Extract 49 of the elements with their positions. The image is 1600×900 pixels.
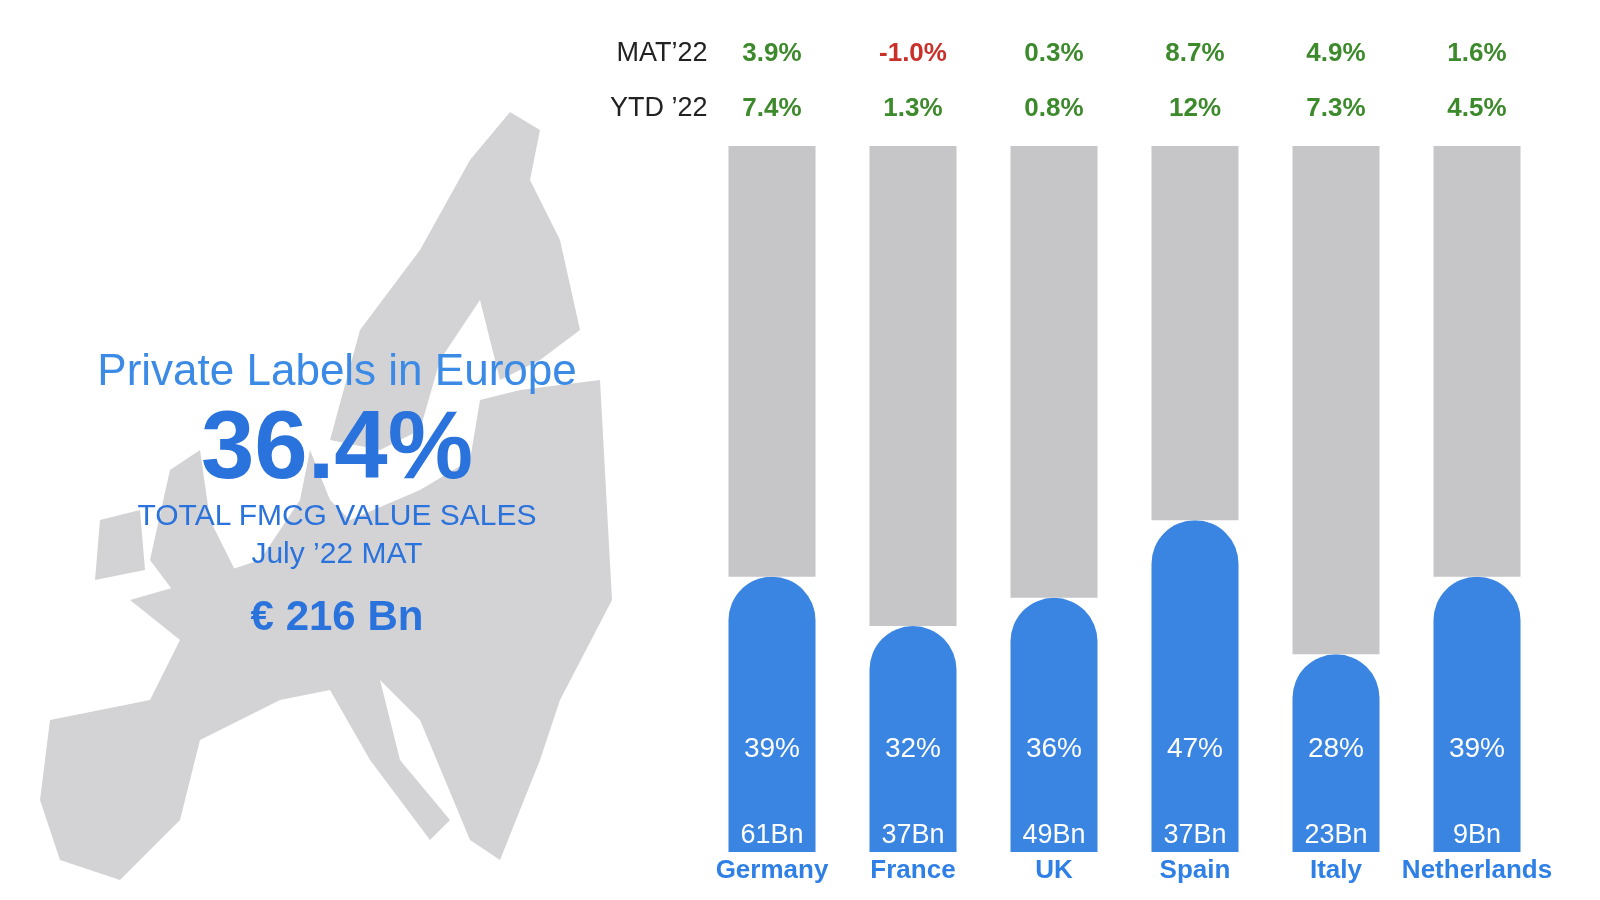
x-tick-label: Italy	[1309, 854, 1363, 885]
data-label: 47%	[1166, 731, 1224, 763]
bar	[728, 576, 816, 852]
bar	[1151, 520, 1239, 852]
annotation: 37Bn	[1163, 819, 1227, 849]
annotation: 9Bn	[1452, 819, 1502, 849]
x-tick-label: UK	[1035, 854, 1073, 885]
data-label: 28%	[1307, 731, 1365, 763]
text: 1.6%	[1447, 37, 1507, 67]
bar	[1292, 654, 1380, 852]
text: 8.7%	[1165, 37, 1225, 67]
text: 12%	[1168, 92, 1222, 122]
bar	[1010, 146, 1098, 598]
annotation: 61Bn	[740, 819, 804, 849]
text: 1.3%	[883, 92, 943, 122]
text: 3.9%	[742, 37, 802, 67]
text: 4.9%	[1306, 37, 1366, 67]
text: MAT’22	[616, 37, 708, 67]
bar	[869, 146, 957, 627]
bar	[869, 626, 957, 852]
x-tick-label: Netherlands	[1401, 854, 1553, 885]
bar	[728, 146, 816, 577]
bar	[1433, 576, 1521, 852]
bar	[1433, 146, 1521, 577]
text: 7.3%	[1306, 92, 1366, 122]
text: 7.4%	[742, 92, 802, 122]
bar	[1292, 146, 1380, 655]
x-tick-label: Germany	[715, 854, 829, 885]
annotation: 49Bn	[1022, 819, 1086, 849]
data-label: 39%	[1448, 731, 1506, 763]
data-label: 36%	[1025, 731, 1083, 763]
data-label: 39%	[743, 731, 801, 763]
text: TOTAL FMCG VALUE SALES	[137, 498, 537, 531]
text: July ’22 MAT	[251, 536, 423, 569]
text: YTD ’22	[609, 92, 708, 122]
annotation: 23Bn	[1304, 819, 1368, 849]
x-tick-label: France	[870, 854, 956, 885]
data-label: 32%	[884, 731, 942, 763]
text: Private Labels in Europe	[97, 345, 577, 394]
text: 36.4%	[200, 391, 474, 498]
bar	[1010, 597, 1098, 852]
text: 4.5%	[1447, 92, 1507, 122]
x-tick-label: Spain	[1159, 854, 1231, 885]
text: 0.8%	[1024, 92, 1084, 122]
annotation: 37Bn	[881, 819, 945, 849]
text: € 216 Bn	[250, 592, 424, 639]
bar	[1151, 146, 1239, 521]
text: -1.0%	[879, 37, 947, 67]
text: 0.3%	[1024, 37, 1084, 67]
